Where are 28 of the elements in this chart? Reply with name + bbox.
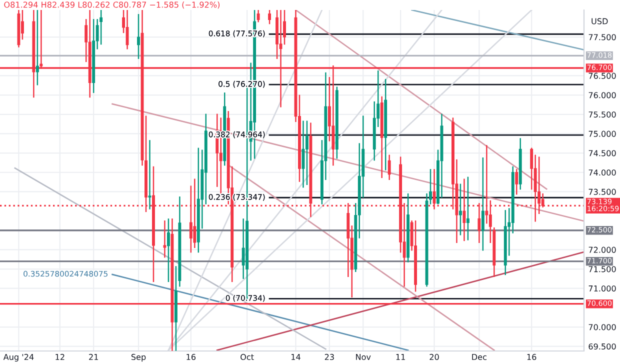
- y-tick-label: 76.500: [588, 72, 616, 79]
- x-tick-label: 12: [56, 354, 64, 360]
- x-tick-label: Dec: [472, 354, 486, 360]
- y-tick-label: 76.000: [588, 92, 616, 98]
- x-tick-label: 11: [396, 354, 405, 360]
- x-tick-label: 23: [324, 354, 334, 360]
- text: O81.294 H82.439 L80.262 C80.787 −1.585 (−1.92%): [4, 2, 220, 9]
- y-tick-label: 71.500: [588, 266, 616, 272]
- x-tick-label: Nov: [356, 354, 371, 360]
- x-tick-label: 16: [527, 354, 536, 360]
- y-tick-label: 70.000: [588, 324, 616, 330]
- y-tick-label: 71.000: [588, 285, 616, 292]
- y-tick-label: 73.500: [588, 188, 616, 195]
- x-tick-label: Aug '24: [3, 354, 34, 362]
- y-tick-label: 69.500: [588, 343, 616, 350]
- x-tick-label: Sep: [131, 354, 146, 362]
- y-tick-label: 72.000: [588, 246, 616, 253]
- y-tick-label: 75.500: [588, 111, 616, 118]
- y-axis-title: USD: [592, 18, 608, 24]
- y-tick-label: 74.000: [588, 169, 616, 176]
- y-tick-label: 75.000: [588, 130, 616, 137]
- y-tick-label: 74.500: [588, 150, 616, 156]
- x-tick-label: Oct: [240, 354, 254, 360]
- y-tick-label: 77.500: [588, 34, 616, 40]
- x-tick-label: 16: [186, 354, 196, 360]
- x-tick-label: 14: [292, 354, 300, 360]
- x-tick-label: 20: [430, 354, 439, 360]
- x-tick-label: 21: [89, 354, 98, 360]
